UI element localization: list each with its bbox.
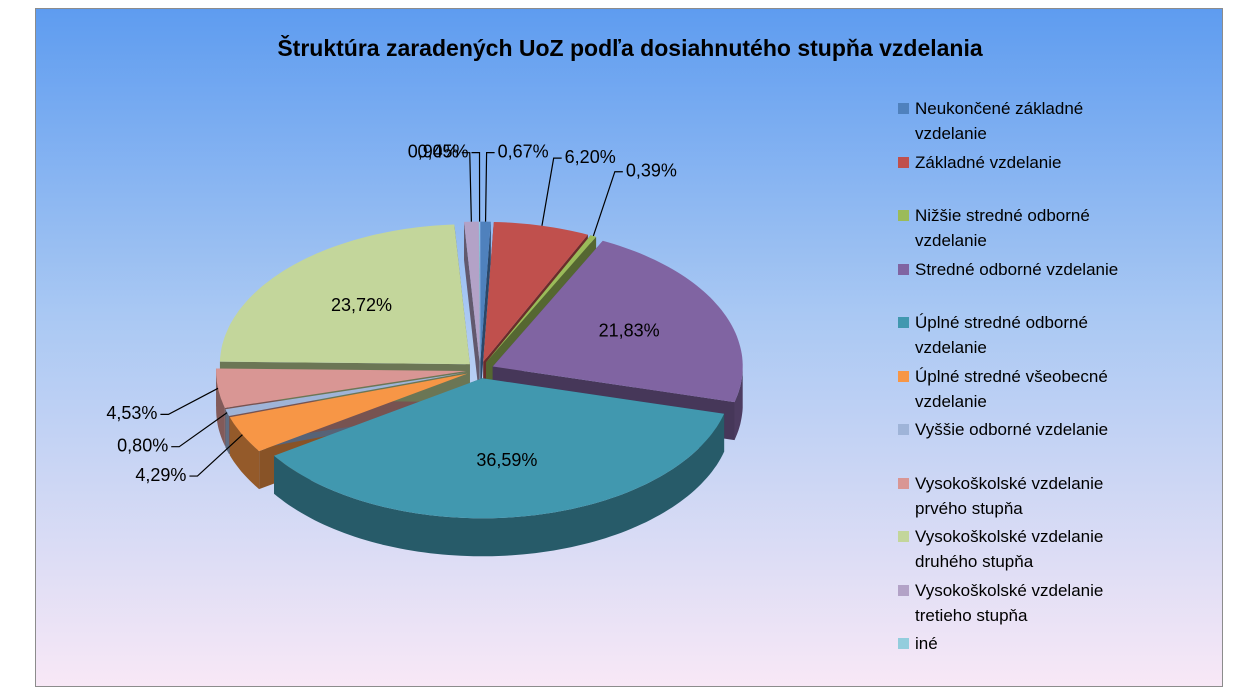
slice-side — [229, 417, 260, 490]
data-label: 6,20% — [565, 147, 616, 167]
legend-swatch — [898, 210, 909, 221]
legend-item: Neukončené základné vzdelanie — [898, 96, 1158, 150]
legend-swatch — [898, 424, 909, 435]
leader-line — [189, 434, 243, 477]
leader-line — [484, 152, 495, 222]
data-label: 0,39% — [626, 160, 677, 180]
legend-label: Neukončené základné vzdelanie — [915, 99, 1084, 143]
legend-swatch — [898, 531, 909, 542]
data-label: 4,53% — [106, 403, 157, 423]
slice-side — [479, 221, 480, 400]
legend-item: iné — [898, 631, 1158, 685]
slice-side — [216, 371, 225, 446]
legend-swatch — [898, 584, 909, 596]
legend-item: Úplné stredné odborné vzdelanie — [898, 310, 1158, 364]
data-label: 4,29% — [135, 465, 186, 485]
slice — [483, 222, 588, 362]
legend-label: Stredné odborné vzdelanie — [915, 259, 1119, 279]
slice — [216, 368, 467, 408]
chart-title: Štruktúra zaradených UoZ podľa dosiahnut… — [277, 34, 983, 61]
data-label: 0,94% — [408, 141, 459, 161]
slice — [464, 221, 480, 362]
legend-swatch — [898, 638, 909, 649]
legend-item: Základné vzdelanie — [898, 150, 1158, 204]
slice — [219, 224, 470, 365]
leader-line — [160, 387, 219, 415]
slice — [492, 240, 743, 403]
legend-item: Vyššie odborné vzdelanie — [898, 417, 1158, 471]
data-label: 0,80% — [117, 435, 168, 455]
leader-line — [541, 157, 562, 226]
slice — [486, 235, 597, 363]
slice-side — [225, 409, 229, 454]
legend-label: iné — [915, 634, 938, 653]
leader-line — [171, 412, 228, 448]
slice — [479, 221, 480, 362]
slice — [480, 221, 491, 362]
leader-line — [471, 152, 481, 222]
legend-swatch — [898, 263, 909, 275]
legend-swatch — [898, 103, 909, 114]
leader-line — [592, 171, 623, 237]
slice-side — [274, 413, 725, 557]
legend-swatch — [898, 370, 909, 382]
data-label: 21,83% — [599, 320, 660, 340]
slice — [274, 378, 725, 519]
legend-label: Nižšie stredné odborné vzdelanie — [915, 206, 1090, 250]
legend-label: Úplné stredné všeobecné vzdelanie — [915, 366, 1108, 411]
legend: Neukončené základné vzdelanie Základné vz… — [898, 96, 1158, 685]
data-label: 23,72% — [331, 295, 392, 315]
slice — [229, 373, 468, 452]
legend-label: Vysokoškolské vzdelanie druhého stupňa — [915, 527, 1104, 571]
leader-line — [461, 152, 472, 222]
legend-item: Nižšie stredné odborné vzdelanie — [898, 203, 1158, 257]
slice-side — [464, 221, 480, 400]
legend-swatch — [898, 477, 909, 489]
legend-swatch — [898, 317, 909, 328]
legend-item: Vysokoškolské vzdelanie druhého stupňa — [898, 524, 1158, 578]
legend-item: Vysokoškolské vzdelanie prvého stupňa — [898, 471, 1158, 525]
legend-label: Vysokoškolské vzdelanie prvého stupňa — [915, 473, 1104, 518]
data-label: 36,59% — [476, 450, 537, 470]
legend-label: Základné vzdelanie — [915, 152, 1062, 172]
legend-label: Úplné stredné odborné vzdelanie — [915, 313, 1088, 357]
data-label: 0,05% — [417, 141, 468, 161]
legend-item: Stredné odborné vzdelanie — [898, 257, 1158, 311]
legend-label: Vyššie odborné vzdelanie — [915, 420, 1109, 439]
slice — [225, 372, 467, 416]
legend-item: Vysokoškolské vzdelanie tretieho stupňa — [898, 578, 1158, 632]
slice-side — [480, 221, 491, 400]
data-label: 0,67% — [498, 141, 549, 161]
legend-label: Vysokoškolské vzdelanie tretieho stupňa — [915, 580, 1104, 625]
legend-item: Úplné stredné všeobecné vzdelanie — [898, 364, 1158, 418]
slice-side — [734, 366, 743, 441]
legend-swatch — [898, 156, 909, 168]
